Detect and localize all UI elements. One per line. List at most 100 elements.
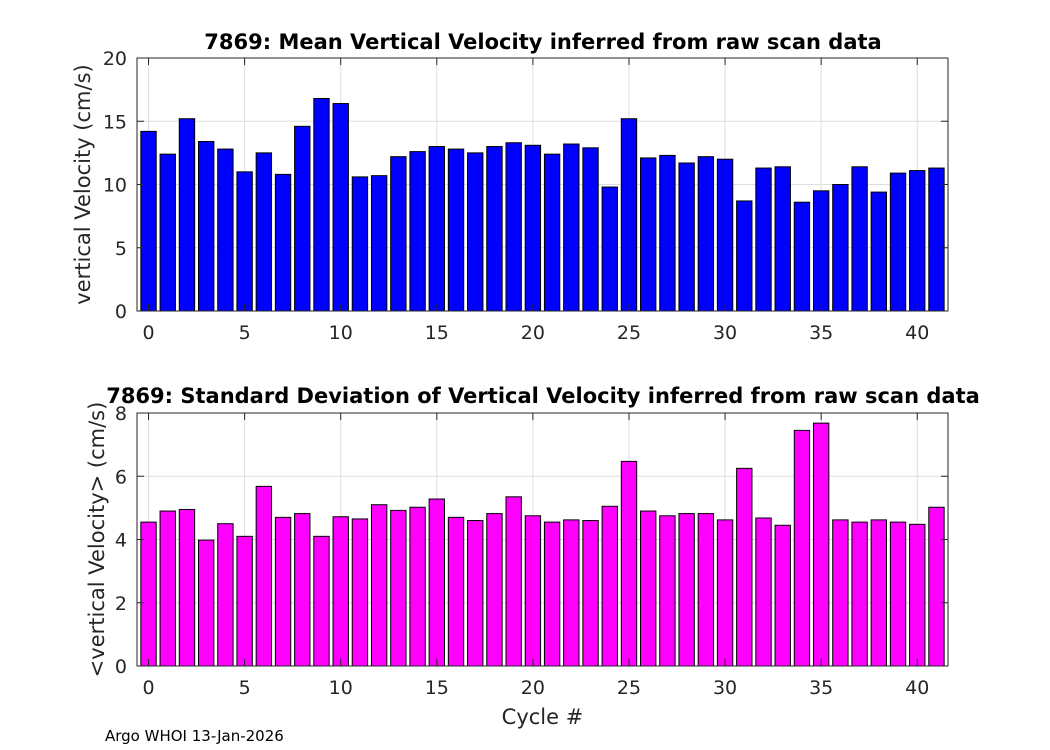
bar: [659, 154, 676, 312]
bar: [217, 148, 234, 312]
bar: [793, 429, 811, 667]
bar: [870, 191, 888, 312]
bar: [486, 513, 503, 667]
x-tick-label: 15: [425, 322, 449, 344]
y-tick-label: 0: [115, 301, 127, 323]
x-tick-label: 5: [239, 677, 251, 699]
bar: [543, 153, 561, 312]
bar: [351, 176, 369, 312]
x-tick-label: 25: [617, 677, 641, 699]
bar: [582, 147, 599, 312]
bar: [140, 521, 157, 667]
bar: [659, 515, 676, 667]
bar: [755, 167, 772, 312]
x-tick-label: 30: [713, 322, 737, 344]
y-tick-label: 0: [115, 656, 127, 678]
y-axis-label: <vertical Velocity> (cm/s): [85, 402, 109, 678]
bar: [909, 170, 926, 312]
bar: [640, 157, 657, 312]
y-tick-label: 8: [115, 403, 127, 425]
x-tick-label: 40: [905, 322, 929, 344]
bar: [159, 153, 176, 312]
bar: [697, 156, 715, 312]
mean-velocity-chart: 0 5 10 15 20 25 30 35 40 0 5 10 15 20 7869: Mean Verti…: [71, 30, 949, 344]
bar: [582, 520, 599, 667]
bar: [178, 508, 196, 667]
x-tick-label: 30: [713, 677, 737, 699]
bar: [524, 144, 542, 312]
chart-title: 7869: Mean Vertical Velocity inferred fr…: [204, 30, 881, 54]
bar: [178, 118, 196, 312]
bar: [563, 519, 580, 667]
x-tick-label: 35: [809, 677, 833, 699]
bar: [678, 513, 695, 667]
bar: [447, 148, 465, 312]
bar: [774, 524, 791, 667]
bar: [428, 146, 445, 312]
bar: [543, 521, 561, 667]
bar: [928, 506, 945, 667]
bar: [351, 518, 369, 667]
bar: [736, 467, 753, 667]
y-tick-label: 6: [115, 466, 127, 488]
bar: [870, 519, 888, 667]
bar: [332, 103, 349, 312]
bar: [716, 519, 734, 667]
bar: [274, 516, 292, 667]
bar: [447, 516, 465, 667]
x-tick-label: 0: [142, 677, 154, 699]
bar: [140, 130, 157, 312]
bar: [505, 496, 522, 667]
bar: [774, 166, 791, 312]
bar: [313, 97, 330, 312]
x-tick-label: 20: [521, 677, 545, 699]
x-tick-label: 5: [239, 322, 251, 344]
bar: [928, 167, 945, 312]
bar: [620, 118, 638, 312]
x-tick-label: 40: [905, 677, 929, 699]
y-tick-label: 20: [103, 48, 127, 70]
footer-credit: Argo WHOI 13-Jan-2026: [105, 727, 284, 745]
bar: [640, 510, 657, 667]
bar: [236, 171, 253, 312]
bar: [832, 184, 849, 312]
bar: [851, 166, 868, 312]
y-tick-label: 4: [115, 530, 127, 552]
chart-title: 7869: Standard Deviation of Vertical Vel…: [106, 384, 980, 408]
bar: [563, 143, 580, 312]
bar: [409, 151, 426, 312]
bar: [486, 146, 503, 312]
y-axis-label: vertical Velocity (cm/s): [71, 64, 95, 304]
x-axis-label: Cycle #: [502, 705, 584, 729]
y-tick-label: 5: [115, 238, 127, 260]
bar: [697, 513, 715, 667]
bar: [370, 504, 388, 667]
bar: [294, 513, 311, 667]
bar: [620, 460, 638, 667]
bar: [332, 516, 349, 667]
bar: [832, 519, 849, 667]
bar: [505, 142, 522, 312]
bar: [467, 152, 484, 312]
bar: [313, 535, 330, 667]
bar: [370, 175, 388, 312]
bar: [601, 186, 618, 312]
bar: [197, 140, 215, 312]
bar: [467, 520, 484, 667]
bar: [390, 156, 407, 312]
bar: [390, 509, 407, 667]
x-tick-label: 10: [329, 677, 353, 699]
y-tick-label: 15: [103, 111, 127, 133]
bar: [716, 158, 734, 312]
bar: [678, 162, 695, 312]
bar: [428, 498, 445, 667]
bar: [409, 506, 426, 667]
x-tick-label: 20: [521, 322, 545, 344]
bar: [889, 172, 907, 312]
y-tick-label: 10: [103, 175, 127, 197]
y-tick-label: 2: [115, 593, 127, 615]
bar: [793, 201, 811, 312]
bar: [812, 422, 830, 667]
